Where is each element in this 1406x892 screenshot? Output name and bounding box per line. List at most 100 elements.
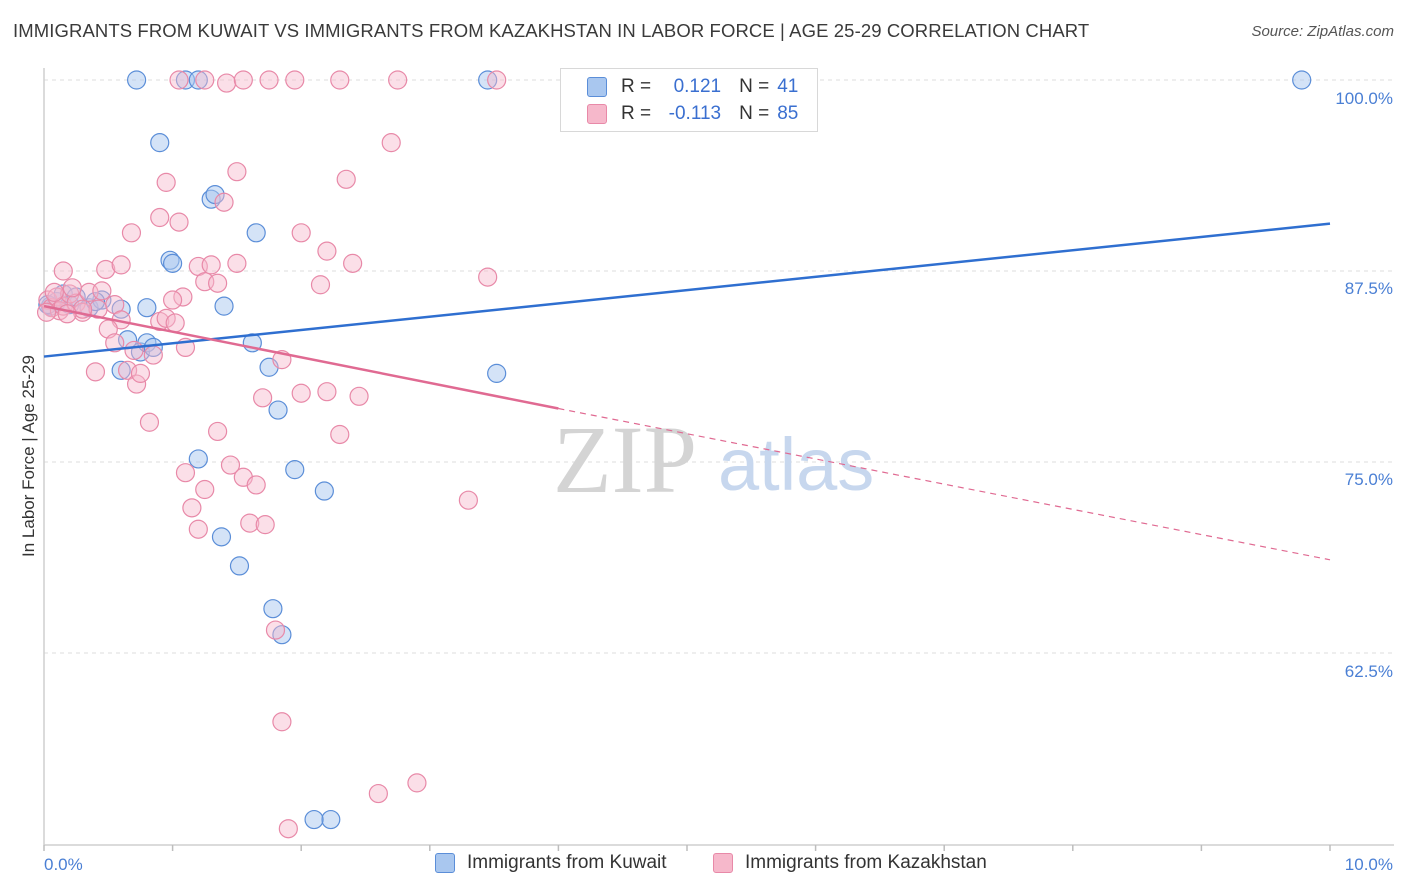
bottom-legend-label-kuwait: Immigrants from Kuwait (467, 852, 667, 873)
y-tick-label: 75.0% (1345, 470, 1393, 489)
kazakhstan-point (227, 162, 247, 182)
kazakhstan-point (265, 620, 286, 640)
legend-row-kazakhstan: R = -0.113 N = 85 (587, 102, 798, 126)
kazakhstan-point (220, 455, 241, 475)
kazakhstan-point (246, 475, 266, 495)
kazakhstan-point (233, 70, 253, 90)
kazakhstan-point (169, 212, 189, 232)
kuwait-point (1292, 70, 1312, 90)
kazakhstan-point (156, 308, 176, 328)
kazakhstan-point (156, 172, 176, 192)
kazakhstan-point (291, 223, 311, 243)
legend-n-label: N = (739, 76, 770, 97)
kazakhstan-point (208, 273, 228, 293)
kazakhstan-point (458, 490, 478, 510)
kazakhstan-point (487, 70, 507, 90)
legend-n-label: N = (739, 103, 770, 124)
kazakhstan-point (169, 70, 189, 90)
bottom-legend-swatch-kuwait (435, 853, 455, 873)
kuwait-point (246, 223, 266, 243)
kazakhstan-point (336, 169, 356, 189)
kazakhstan-point (53, 261, 73, 281)
kazakhstan-point (195, 70, 215, 90)
kazakhstan-point (368, 783, 388, 804)
kazakhstan-point (285, 70, 305, 90)
kazakhstan-point (105, 333, 125, 353)
kazakhstan-point (259, 70, 279, 90)
kazakhstan-point (188, 519, 208, 539)
kazakhstan-point (330, 424, 350, 445)
kazakhstan-point (163, 290, 183, 310)
kazakhstan-point (175, 463, 196, 483)
x-tick-label-min: 0.0% (44, 855, 83, 874)
bottom-legend-swatch-kazakhstan (713, 853, 733, 873)
source-credit: Source: ZipAtlas.com (1251, 23, 1394, 40)
kuwait-point (126, 70, 147, 90)
legend-row-kuwait: R = 0.121 N = 41 (587, 75, 798, 99)
y-tick-labels: 62.5% 75.0% 87.5% 100.0% (1335, 89, 1393, 681)
y-tick-label: 62.5% (1345, 662, 1393, 681)
kuwait-point (304, 809, 324, 830)
kazakhstan-point (214, 192, 234, 212)
kazakhstan-point (478, 267, 498, 287)
kazakhstan-point (126, 374, 147, 394)
series-kazakhstan-points (36, 70, 507, 839)
kazakhstan-point (121, 223, 142, 243)
kazakhstan-point (111, 255, 131, 275)
kazakhstan-point (143, 345, 163, 365)
kuwait-point (285, 460, 305, 480)
x-tick-labels: 0.0% 10.0% (44, 855, 1393, 874)
legend-r-value: 0.121 (673, 76, 722, 97)
watermark-atlas: atlas (718, 423, 874, 506)
axes (43, 68, 1394, 846)
kazakhstan-point (310, 275, 331, 295)
kuwait-trend-line (43, 222, 1331, 358)
kazakhstan-point (130, 363, 151, 383)
kazakhstan-point (343, 253, 363, 273)
legend-n-value: 41 (777, 76, 799, 97)
kazakhstan-point (124, 340, 144, 361)
watermark: ZIP atlas (553, 406, 874, 513)
legend-swatch-kuwait (587, 77, 607, 97)
kazakhstan-point (92, 281, 112, 301)
kazakhstan-point (217, 73, 237, 93)
kazakhstan-point (330, 70, 350, 90)
kuwait-point (487, 363, 507, 383)
kazakhstan-point (227, 253, 247, 273)
kazakhstan-point (44, 282, 64, 302)
bottom-legend-kazakhstan: Immigrants from Kazakhstan (713, 852, 987, 874)
legend-r-label: R = (621, 103, 652, 124)
kuwait-point (111, 360, 131, 380)
kazakhstan-point (150, 207, 170, 228)
bottom-legend-label-kazakhstan: Immigrants from Kazakhstan (745, 852, 987, 873)
kazakhstan-point (317, 382, 337, 402)
kazakhstan-point (388, 70, 408, 90)
chart-title: IMMIGRANTS FROM KUWAIT VS IMMIGRANTS FRO… (13, 20, 1090, 41)
legend-r-label: R = (621, 76, 652, 97)
kazakhstan-point (57, 304, 77, 324)
kuwait-point (188, 70, 208, 90)
kazakhstan-point (208, 421, 228, 442)
kuwait-point (314, 481, 334, 501)
x-tick-label-max: 10.0% (1345, 855, 1393, 874)
kuwait-point (163, 253, 183, 273)
legend-r-value: -0.113 (668, 103, 722, 124)
y-tick-label: 87.5% (1345, 279, 1393, 298)
stats-legend: R = 0.121 N = 41 R = -0.113 N = 85 (560, 68, 818, 132)
kuwait-point (188, 449, 208, 469)
kazakhstan-point (278, 819, 298, 839)
kazakhstan-point (317, 241, 337, 261)
kuwait-point (229, 556, 250, 576)
x-ticks (43, 845, 1331, 851)
kazakhstan-point (182, 498, 202, 518)
y-axis-title: In Labor Force | Age 25-29 (19, 355, 38, 557)
trend-lines (43, 222, 1331, 561)
kuwait-point (268, 400, 288, 420)
kazakhstan-point (381, 133, 401, 153)
kazakhstan-point (85, 362, 106, 382)
legend-swatch-kazakhstan (587, 104, 607, 124)
kazakhstan-point (165, 313, 185, 333)
kuwait-point (263, 599, 283, 619)
kuwait-point (211, 527, 232, 547)
kazakhstan-point (62, 278, 82, 298)
